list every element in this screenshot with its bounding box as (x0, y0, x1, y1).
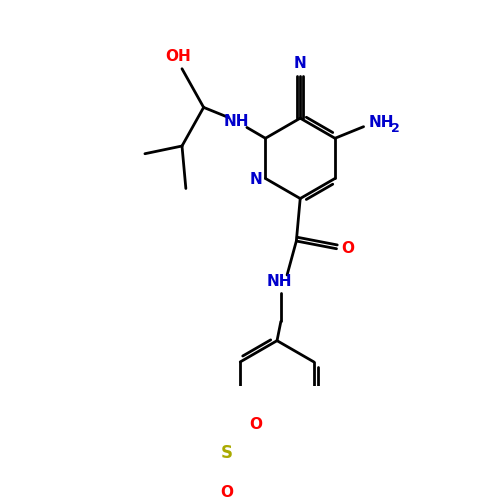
Text: NH: NH (266, 274, 292, 288)
Text: O: O (220, 486, 234, 500)
Text: N: N (250, 172, 262, 188)
Text: OH: OH (166, 49, 191, 64)
Text: S: S (221, 444, 233, 462)
Text: N: N (294, 56, 306, 71)
Text: O: O (249, 416, 262, 432)
Text: O: O (341, 241, 354, 256)
Text: 2: 2 (390, 122, 400, 134)
Text: NH: NH (369, 116, 394, 130)
Text: NH: NH (224, 114, 249, 129)
